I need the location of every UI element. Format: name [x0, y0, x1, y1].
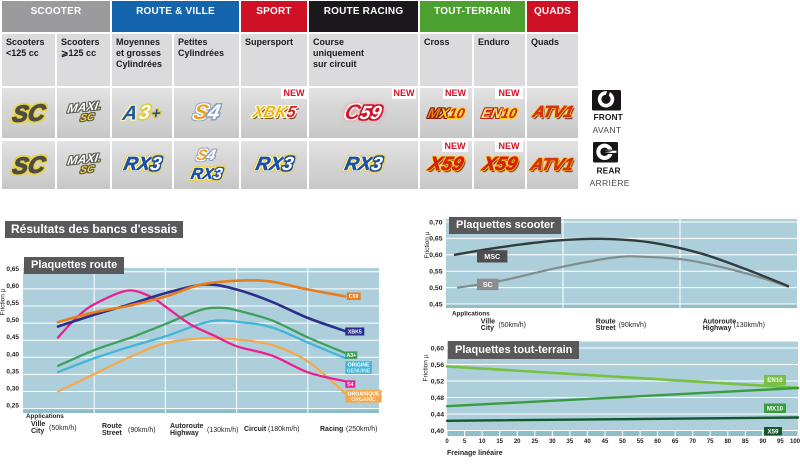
- svg-text:25: 25: [531, 439, 538, 445]
- svg-text:(90km/h): (90km/h): [128, 427, 156, 434]
- svg-text:(50km/h): (50km/h): [498, 322, 526, 329]
- svg-text:0,55: 0,55: [6, 300, 19, 307]
- svg-text:95: 95: [777, 439, 784, 445]
- svg-text:Street: Street: [596, 325, 617, 332]
- svg-text:Route: Route: [596, 318, 616, 325]
- svg-text:C59: C59: [349, 294, 359, 300]
- svg-text:MSC: MSC: [484, 252, 500, 261]
- svg-text:0,60: 0,60: [431, 345, 444, 352]
- svg-text:Applications: Applications: [26, 413, 64, 420]
- svg-text:ORGANIC: ORGANIC: [351, 397, 376, 403]
- svg-text:0,60: 0,60: [429, 252, 442, 259]
- svg-text:Street: Street: [102, 430, 123, 437]
- svg-text:(250km/h): (250km/h): [346, 426, 378, 433]
- svg-text:Ville: Ville: [31, 421, 45, 428]
- svg-text:Highway: Highway: [703, 325, 732, 332]
- svg-text:0,65: 0,65: [429, 236, 442, 243]
- svg-text:MX10: MX10: [767, 406, 784, 413]
- svg-text:(130km/h): (130km/h): [734, 322, 766, 329]
- svg-text:90: 90: [760, 439, 767, 445]
- svg-text:ORIGINE: ORIGINE: [348, 363, 370, 369]
- svg-text:0,40: 0,40: [6, 351, 19, 358]
- svg-text:REAR: REAR: [597, 166, 621, 176]
- svg-text:Friction µ: Friction µ: [0, 288, 7, 315]
- svg-text:Highway: Highway: [170, 430, 199, 437]
- svg-text:45: 45: [602, 439, 609, 445]
- svg-text:0,60: 0,60: [6, 283, 19, 290]
- svg-text:0,30: 0,30: [6, 386, 19, 393]
- svg-text:SC: SC: [483, 280, 493, 289]
- svg-text:50: 50: [619, 439, 626, 445]
- svg-text:30: 30: [549, 439, 556, 445]
- svg-text:0,35: 0,35: [6, 368, 19, 375]
- svg-text:Autoroute: Autoroute: [703, 318, 737, 325]
- svg-text:Freinage linéaire: Freinage linéaire: [447, 450, 503, 457]
- svg-text:55: 55: [637, 439, 644, 445]
- svg-text:0,44: 0,44: [431, 411, 444, 418]
- svg-text:Autoroute: Autoroute: [170, 423, 204, 430]
- svg-text:Friction µ: Friction µ: [423, 354, 430, 381]
- svg-text:A3+: A3+: [346, 353, 356, 359]
- svg-text:Friction µ: Friction µ: [424, 231, 431, 258]
- svg-text:0,55: 0,55: [429, 269, 442, 276]
- svg-text:0,70: 0,70: [429, 219, 442, 226]
- svg-text:City: City: [31, 428, 44, 435]
- svg-text:(50km/h): (50km/h): [49, 425, 77, 432]
- svg-text:0,40: 0,40: [431, 428, 444, 435]
- svg-text:Circuit: Circuit: [244, 426, 267, 433]
- svg-text:0,52: 0,52: [431, 378, 444, 385]
- svg-text:Route: Route: [102, 423, 122, 430]
- svg-text:X59: X59: [767, 429, 779, 436]
- svg-text:Applications: Applications: [452, 311, 490, 318]
- svg-text:40: 40: [584, 439, 591, 445]
- svg-text:75: 75: [707, 439, 714, 445]
- svg-text:35: 35: [567, 439, 574, 445]
- svg-text:0,56: 0,56: [431, 362, 444, 369]
- svg-text:ORGANIQUE: ORGANIQUE: [347, 391, 380, 397]
- svg-text:0: 0: [445, 439, 449, 445]
- svg-text:Racing: Racing: [320, 426, 343, 433]
- svg-text:60: 60: [654, 439, 661, 445]
- svg-text:Ville: Ville: [481, 318, 495, 325]
- svg-text:5: 5: [463, 439, 467, 445]
- svg-text:65: 65: [672, 439, 679, 445]
- svg-text:ARRIÈRE: ARRIÈRE: [590, 178, 630, 188]
- svg-text:EN10: EN10: [767, 377, 783, 384]
- svg-text:85: 85: [742, 439, 749, 445]
- svg-text:0,45: 0,45: [429, 301, 442, 308]
- svg-text:XBK5: XBK5: [348, 329, 362, 335]
- svg-text:0,50: 0,50: [6, 317, 19, 324]
- svg-text:(180km/h): (180km/h): [268, 426, 300, 433]
- svg-text:0,65: 0,65: [6, 266, 19, 273]
- svg-text:0,50: 0,50: [429, 285, 442, 292]
- svg-text:GENUINE: GENUINE: [347, 368, 371, 374]
- svg-text:20: 20: [514, 439, 521, 445]
- svg-text:10: 10: [479, 439, 486, 445]
- svg-text:AVANT: AVANT: [593, 125, 622, 135]
- svg-text:0,48: 0,48: [431, 395, 444, 402]
- svg-text:0,25: 0,25: [6, 403, 19, 410]
- svg-text:(90km/h): (90km/h): [619, 322, 647, 329]
- svg-text:80: 80: [724, 439, 731, 445]
- svg-text:70: 70: [689, 439, 696, 445]
- svg-text:15: 15: [496, 439, 503, 445]
- svg-text:100: 100: [790, 439, 800, 445]
- svg-text:0,45: 0,45: [6, 334, 19, 341]
- svg-text:FRONT: FRONT: [594, 112, 624, 122]
- svg-text:(130km/h): (130km/h): [207, 427, 239, 434]
- svg-text:S4: S4: [347, 382, 353, 388]
- svg-text:City: City: [481, 325, 494, 332]
